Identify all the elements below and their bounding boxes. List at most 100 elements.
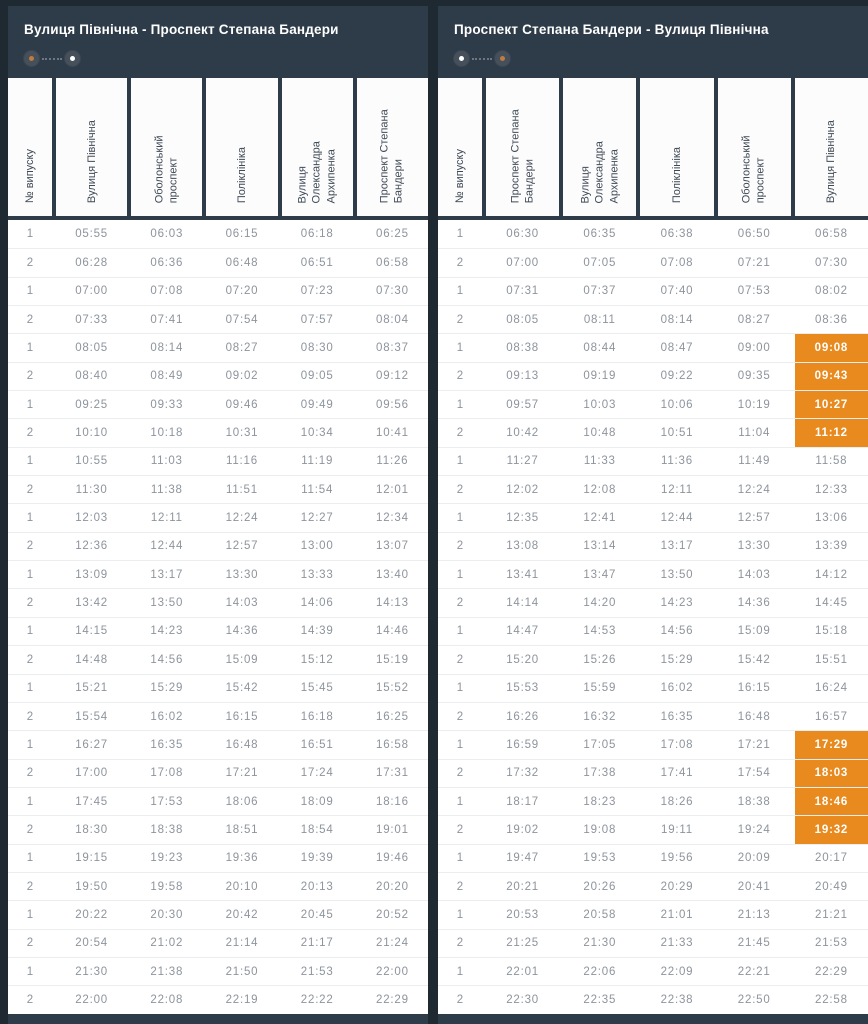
time-cell: 17:41 — [660, 767, 694, 780]
trip-number-cell: 1 — [26, 342, 34, 355]
time-cell: 14:45 — [815, 597, 848, 610]
time-cell: 07:08 — [660, 257, 694, 270]
trip-number-cell: 2 — [26, 313, 34, 326]
time-cell: 15:29 — [150, 682, 184, 695]
time-cell: 11:26 — [376, 455, 409, 468]
time-cell: 06:15 — [225, 228, 259, 241]
time-cell: 16:48 — [737, 710, 771, 723]
table-row: 1 17:45 17:53 18:06 18:09 18:16 — [8, 786, 428, 815]
time-cell: 19:01 — [376, 823, 409, 836]
table-row: 1 15:21 15:29 15:42 15:45 15:52 — [8, 673, 428, 702]
trip-number-cell: 1 — [26, 965, 34, 978]
time-cell: 09:46 — [225, 398, 259, 411]
trip-number-cell: 1 — [26, 398, 34, 411]
header-cell: Оболонський проспект — [131, 78, 203, 216]
column-label: № випуску — [453, 148, 466, 203]
time-cell: 22:08 — [150, 993, 184, 1006]
time-cell: 16:18 — [300, 710, 334, 723]
time-cell: 12:24 — [225, 512, 259, 525]
time-cell: 17:00 — [75, 767, 108, 780]
time-cell: 12:33 — [815, 483, 848, 496]
trip-number-cell: 1 — [456, 342, 464, 355]
table-row: 2 07:33 07:41 07:54 07:57 08:04 — [8, 305, 428, 333]
time-cell: 15:12 — [300, 653, 334, 666]
trip-number-cell: 1 — [456, 682, 464, 695]
trip-number-cell: 2 — [456, 823, 464, 836]
route-start-dot — [24, 51, 39, 66]
time-cell: 17:05 — [583, 738, 617, 751]
time-cell: 16:58 — [376, 738, 409, 751]
time-cell: 06:25 — [376, 228, 409, 241]
time-cell: 18:09 — [300, 795, 334, 808]
time-cell: 22:21 — [737, 965, 771, 978]
time-cell: 21:25 — [506, 937, 539, 950]
table-row: 1 13:41 13:47 13:50 14:03 14:12 — [438, 560, 868, 588]
time-cell: 19:24 — [737, 823, 771, 836]
time-cell: 13:40 — [376, 568, 409, 581]
time-cell: 09:33 — [150, 398, 184, 411]
time-cell: 08:27 — [737, 313, 771, 326]
time-cell: 13:50 — [150, 597, 184, 610]
time-cell: 18:30 — [75, 823, 108, 836]
time-cell: 20:20 — [376, 880, 409, 893]
time-cell: 09:02 — [225, 370, 259, 383]
time-cell: 19:23 — [150, 852, 184, 865]
time-cell: 12:24 — [737, 483, 771, 496]
time-cell: 14:39 — [300, 625, 334, 638]
time-cell: 14:36 — [737, 597, 771, 610]
time-cell: 13:07 — [376, 540, 409, 553]
time-cell: 13:14 — [583, 540, 617, 553]
time-cell: 19:15 — [75, 852, 108, 865]
time-cell: 07:37 — [583, 285, 617, 298]
time-cell: 21:53 — [300, 965, 334, 978]
table-row: 1 08:05 08:14 08:27 08:30 08:37 — [8, 333, 428, 361]
time-cell: 14:20 — [583, 597, 617, 610]
time-cell: 17:38 — [583, 767, 617, 780]
trip-number-cell: 2 — [456, 937, 464, 950]
trip-number-cell: 1 — [456, 568, 464, 581]
time-cell: 08:36 — [815, 313, 848, 326]
trip-number-cell: 1 — [456, 852, 464, 865]
column-label: № випуску — [23, 148, 36, 203]
time-cell: 20:10 — [225, 880, 259, 893]
trip-number-cell: 1 — [26, 795, 34, 808]
time-cell: 17:45 — [75, 795, 108, 808]
time-cell: 16:27 — [75, 738, 108, 751]
time-cell: 06:58 — [815, 228, 848, 241]
time-cell: 07:30 — [376, 285, 409, 298]
time-cell: 09:05 — [300, 370, 334, 383]
table-row: 2 12:36 12:44 12:57 13:00 13:07 — [8, 531, 428, 560]
time-cell: 15:20 — [506, 653, 539, 666]
trip-number-cell: 1 — [456, 455, 464, 468]
time-cell: 13:30 — [737, 540, 771, 553]
timetable-body: 1 06:30 06:35 06:38 06:50 06:58 2 07:00 07:05 07:… — [438, 220, 868, 1014]
table-row: 1 07:00 07:08 07:20 07:23 07:30 — [8, 276, 428, 305]
time-cell: 08:11 — [583, 313, 616, 326]
time-cell: 14:15 — [75, 625, 108, 638]
time-cell: 10:27 — [794, 391, 868, 419]
time-cell: 07:08 — [150, 285, 184, 298]
column-headers: № випуску Проспект Степана Бандери Вулиця … — [438, 78, 868, 216]
time-cell: 16:02 — [660, 682, 694, 695]
trip-number-cell: 2 — [456, 313, 464, 326]
column-label: Вулиця Олександра Архипенка — [579, 140, 620, 203]
time-cell: 11:03 — [150, 455, 183, 468]
column-label: Поліклініка — [670, 146, 683, 203]
header-cell: Поліклініка — [640, 78, 714, 216]
table-row: 2 17:00 17:08 17:21 17:24 17:31 — [8, 758, 428, 787]
table-row: 2 10:10 10:18 10:31 10:34 10:41 — [8, 418, 428, 446]
header-cell: Поліклініка — [206, 78, 278, 216]
direction-slider[interactable] — [24, 51, 80, 66]
table-row: 2 13:08 13:14 13:17 13:30 13:39 — [438, 531, 868, 560]
trip-number-cell: 2 — [456, 427, 464, 440]
trip-number-cell: 2 — [456, 483, 464, 496]
trip-number-cell: 1 — [456, 228, 464, 241]
trip-number-cell: 1 — [26, 228, 34, 241]
time-cell: 08:14 — [660, 313, 694, 326]
time-cell: 14:56 — [150, 653, 184, 666]
table-row: 1 12:35 12:41 12:44 12:57 13:06 — [438, 503, 868, 531]
time-cell: 09:13 — [506, 370, 539, 383]
time-cell: 10:51 — [660, 427, 694, 440]
time-cell: 19:53 — [583, 852, 617, 865]
direction-slider[interactable] — [454, 51, 510, 66]
